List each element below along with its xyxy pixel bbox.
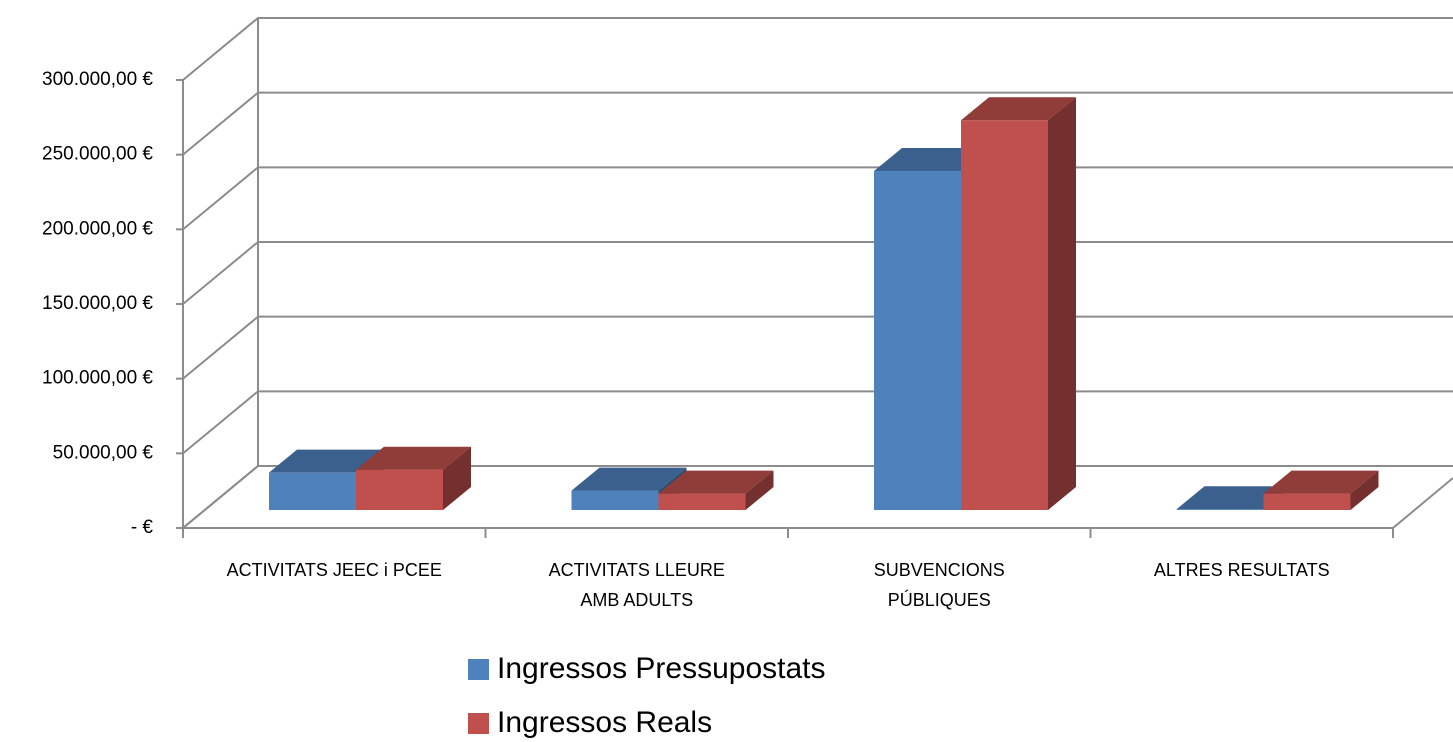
grid-line (182, 17, 1453, 81)
bar-side (1048, 97, 1076, 511)
grid-line (182, 241, 1453, 305)
x-tick-label: ACTIVITATS LLEURE AMB ADULTS (548, 560, 725, 610)
bar (961, 120, 1048, 511)
grid-line (182, 91, 1453, 156)
bar-top (1176, 486, 1292, 510)
bar (356, 469, 443, 511)
bar-top (658, 470, 774, 494)
bar-top (874, 148, 989, 172)
bar-top (269, 449, 384, 473)
x-tick-label: SUBVENCIONS PÚBLIQUES (873, 560, 1005, 610)
bar-top (961, 97, 1076, 121)
bar-side (745, 470, 774, 511)
floor-right-edge (1392, 477, 1453, 529)
bar (874, 171, 961, 511)
legend-label: Ingressos Reals (497, 706, 712, 739)
bar (571, 490, 659, 511)
grid-line (182, 315, 1453, 380)
legend-label: Ingressos Pressupostats (497, 652, 826, 685)
bar-side (443, 446, 471, 511)
legend-swatch (468, 713, 489, 734)
grid-line (182, 166, 1453, 231)
bar (269, 472, 356, 511)
y-tick-label: 50.000,00 € (53, 442, 154, 463)
y-tick-label: - € (131, 517, 154, 538)
bar-top (571, 467, 687, 491)
bar (658, 493, 746, 511)
y-tick-label: 300.000,00 € (42, 69, 153, 90)
bar (1263, 493, 1351, 511)
grid-line (182, 390, 1453, 455)
bar (1176, 509, 1264, 511)
y-tick-label: 100.000,00 € (42, 368, 153, 389)
x-tick-label: ACTIVITATS JEEC i PCEE (226, 560, 442, 580)
bar-top (1263, 470, 1379, 494)
x-tick-label: ALTRES RESULTATS (1153, 560, 1330, 580)
y-tick-label: 200.000,00 € (42, 218, 153, 239)
bar-top (356, 446, 471, 470)
legend-swatch (468, 659, 489, 680)
y-tick-label: 150.000,00 € (42, 293, 153, 314)
bar-side (1350, 470, 1379, 511)
y-tick-label: 250.000,00 € (42, 144, 153, 165)
